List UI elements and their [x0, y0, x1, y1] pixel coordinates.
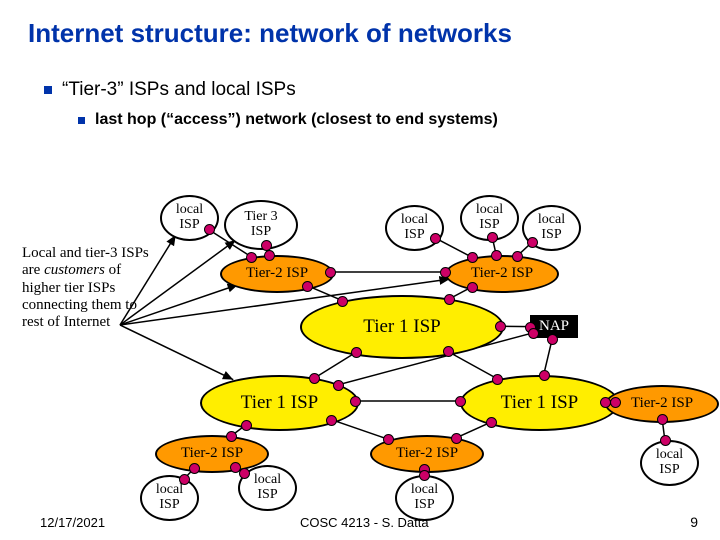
bullet-square-icon — [78, 117, 85, 124]
connection-dot — [179, 474, 190, 485]
connection-dot — [204, 224, 215, 235]
connection-dot — [239, 468, 250, 479]
network-diagram: Local and tier-3 ISPs are customers of h… — [0, 180, 720, 520]
footer-page: 9 — [690, 514, 698, 530]
sidebar-note: Local and tier-3 ISPs are customers of h… — [22, 245, 152, 331]
connection-dot — [492, 374, 503, 385]
connection-dot — [246, 252, 257, 263]
tier1-node: Tier 1 ISP — [460, 375, 619, 431]
connection-dot — [241, 420, 252, 431]
connection-dot — [430, 233, 441, 244]
connection-dot — [419, 470, 430, 481]
footer-course: COSC 4213 - S. Datta — [300, 515, 429, 530]
connection-dot — [337, 296, 348, 307]
connection-dot — [657, 414, 668, 425]
local-isp-node: localISP — [640, 440, 699, 486]
tier2-node: Tier-2 ISP — [445, 255, 559, 293]
bullet-2: last hop (“access”) network (closest to … — [78, 111, 720, 129]
bullet-2-text: last hop (“access”) network (closest to … — [95, 111, 498, 129]
connection-dot — [326, 415, 337, 426]
connection-dot — [487, 232, 498, 243]
tier2-node: Tier-2 ISP — [220, 255, 334, 293]
connection-dot — [189, 463, 200, 474]
footer-date: 12/17/2021 — [40, 515, 105, 530]
connection-dot — [350, 396, 361, 407]
tier1-node: Tier 1 ISP — [300, 295, 504, 359]
connection-dot — [443, 346, 454, 357]
connection-dot — [660, 435, 671, 446]
connection-dot — [539, 370, 550, 381]
connection-dot — [325, 267, 336, 278]
connection-dot — [610, 397, 621, 408]
connection-dot — [467, 282, 478, 293]
local-isp-node: localISP — [140, 475, 199, 521]
local-isp-node: localISP — [385, 205, 444, 251]
bullet-square-icon — [44, 86, 52, 94]
connection-dot — [451, 433, 462, 444]
connection-dot — [495, 321, 506, 332]
page-title: Internet structure: network of networks — [0, 0, 720, 49]
connection-dot — [600, 397, 611, 408]
connection-dot — [333, 380, 344, 391]
connection-dot — [302, 281, 313, 292]
connection-dot — [440, 267, 451, 278]
connection-dot — [455, 396, 466, 407]
bullet-1: “Tier-3” ISPs and local ISPs — [44, 79, 720, 101]
connection-dot — [547, 334, 558, 345]
connection-dot — [528, 328, 539, 339]
bullet-1-text: “Tier-3” ISPs and local ISPs — [62, 79, 296, 101]
